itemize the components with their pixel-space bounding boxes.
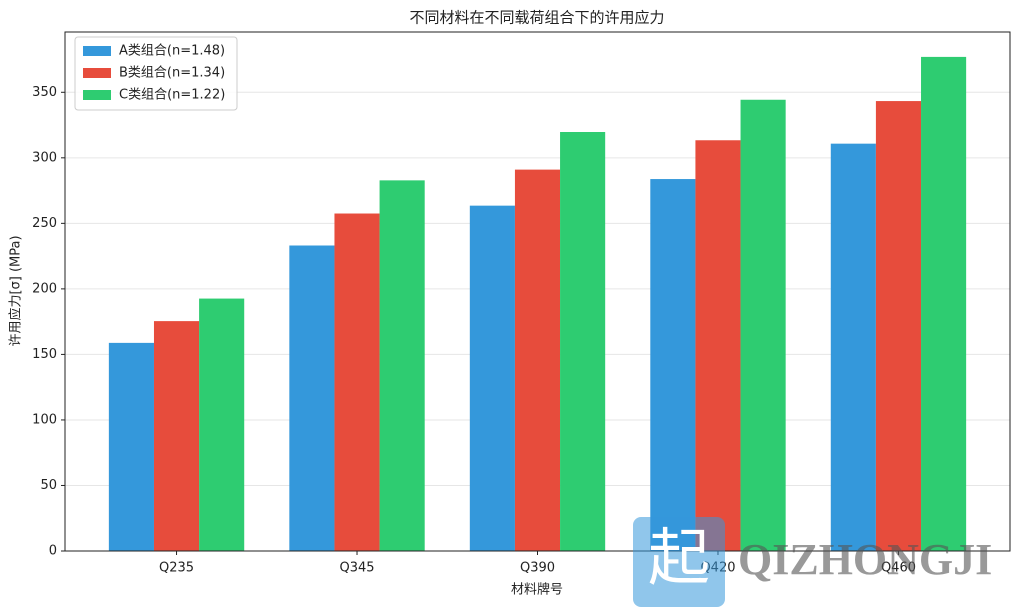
y-tick-label: 50 xyxy=(40,478,57,493)
bar xyxy=(830,143,876,551)
y-tick-label: 0 xyxy=(49,544,57,559)
bar xyxy=(875,101,922,551)
x-tick-label: Q460 xyxy=(881,561,916,576)
watermark-icon: 起 xyxy=(648,521,710,594)
legend-label: B类组合(n=1.34) xyxy=(119,66,225,81)
bar xyxy=(289,245,335,551)
y-tick-label: 250 xyxy=(32,216,57,231)
x-tick-label: Q345 xyxy=(339,561,374,576)
bar xyxy=(695,140,741,552)
legend-label: A类组合(n=1.48) xyxy=(119,44,225,59)
bar xyxy=(560,131,606,551)
legend-swatch xyxy=(83,46,111,56)
bar xyxy=(921,56,967,551)
bar xyxy=(514,169,561,551)
bar xyxy=(379,180,425,552)
y-tick-label: 200 xyxy=(32,281,57,296)
watermark-text: QIZHONGJI xyxy=(738,535,992,584)
bar xyxy=(740,99,786,551)
y-tick-label: 100 xyxy=(32,412,57,427)
bar xyxy=(153,321,200,551)
legend-swatch xyxy=(83,90,111,100)
y-tick-label: 150 xyxy=(32,347,57,362)
legend-label: C类组合(n=1.22) xyxy=(119,88,225,103)
chart-title: 不同材料在不同载荷组合下的许用应力 xyxy=(409,9,664,27)
legend-swatch xyxy=(83,68,111,78)
x-axis-label: 材料牌号 xyxy=(511,582,563,598)
bar xyxy=(469,205,515,551)
y-tick-label: 300 xyxy=(32,150,57,165)
plot-frame xyxy=(64,31,1011,552)
x-tick-label: Q235 xyxy=(159,561,194,576)
y-axis-label: 许用应力[σ] (MPa) xyxy=(8,235,24,346)
bar xyxy=(199,298,245,551)
watermark-icon-bg xyxy=(633,517,725,607)
bar xyxy=(108,342,154,551)
y-tick-label: 350 xyxy=(32,85,57,100)
bar xyxy=(650,179,696,552)
bar xyxy=(334,213,380,552)
legend-box xyxy=(74,36,238,111)
x-tick-label: Q390 xyxy=(520,561,555,576)
